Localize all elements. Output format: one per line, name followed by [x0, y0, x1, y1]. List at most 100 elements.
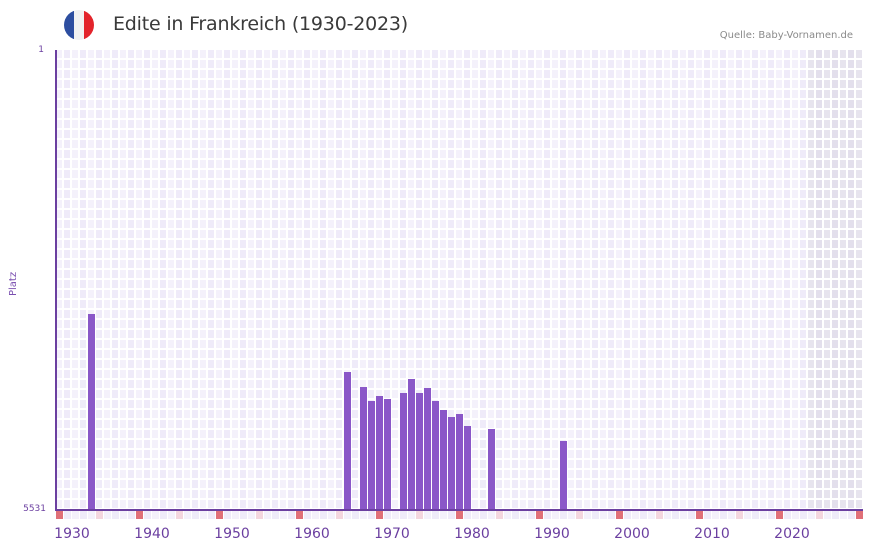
bar-1970[interactable] — [376, 395, 383, 510]
grid-cell — [536, 370, 542, 378]
grid-cell — [248, 60, 254, 68]
grid-cell — [752, 160, 758, 168]
grid-cell — [472, 240, 478, 248]
year-marker — [616, 511, 623, 519]
grid-cell — [168, 80, 174, 88]
bar-1978[interactable] — [440, 409, 447, 510]
grid-cell — [72, 140, 78, 148]
grid-cell — [184, 280, 190, 288]
bar-1984[interactable] — [488, 428, 495, 510]
grid-cell — [168, 200, 174, 208]
grid-cell — [192, 240, 198, 248]
grid-cell — [528, 370, 534, 378]
grid-cell — [584, 120, 590, 128]
grid-cell — [608, 400, 614, 408]
grid-cell — [488, 180, 494, 188]
grid-cell — [256, 340, 262, 348]
bar-1979[interactable] — [448, 417, 455, 510]
grid-cell — [216, 310, 222, 318]
grid-cell — [640, 440, 646, 448]
grid-cell — [376, 140, 382, 148]
grid-cell — [592, 170, 598, 178]
grid-cell — [280, 180, 286, 188]
grid-cell — [344, 340, 350, 348]
grid-cell — [296, 300, 302, 308]
grid-cell — [568, 180, 574, 188]
grid-cell — [712, 380, 718, 388]
grid-cell — [432, 330, 438, 338]
bar-1974[interactable] — [408, 378, 415, 510]
grid-cell — [800, 110, 806, 118]
grid-cell — [808, 330, 814, 338]
grid-cell — [480, 140, 486, 148]
grid-cell — [800, 70, 806, 78]
grid-cell — [384, 350, 390, 358]
grid-cell — [176, 480, 182, 488]
grid-cell — [128, 170, 134, 178]
grid-cell — [480, 460, 486, 468]
grid-cell — [696, 410, 702, 418]
grid-cell — [464, 60, 470, 68]
grid-cell — [672, 350, 678, 358]
grid-cell — [144, 140, 150, 148]
grid-cell — [496, 190, 502, 198]
grid-cell — [112, 220, 118, 228]
grid-cell — [104, 390, 110, 398]
bar-1981[interactable] — [464, 425, 471, 510]
bar-1934[interactable] — [88, 313, 95, 510]
grid-cell — [592, 480, 598, 488]
grid-cell — [400, 200, 406, 208]
grid-cell — [704, 140, 710, 148]
grid-cell — [472, 340, 478, 348]
bar-1993[interactable] — [560, 440, 567, 510]
grid-cell — [400, 140, 406, 148]
grid-cell — [816, 370, 822, 378]
grid-cell — [296, 170, 302, 178]
grid-cell — [648, 300, 654, 308]
grid-cell — [744, 100, 750, 108]
grid-cell — [560, 420, 566, 428]
grid-cell — [728, 240, 734, 248]
grid-cell — [144, 260, 150, 268]
grid-cell — [224, 350, 230, 358]
grid-cell — [64, 500, 70, 508]
grid-cell — [512, 300, 518, 308]
grid-cell — [344, 90, 350, 98]
grid-cell — [232, 500, 238, 508]
grid-cell — [320, 330, 326, 338]
grid-cell — [320, 220, 326, 228]
grid-cell — [728, 470, 734, 478]
grid-cell — [576, 180, 582, 188]
grid-cell — [312, 260, 318, 268]
grid-cell — [672, 460, 678, 468]
grid-cell — [536, 190, 542, 198]
year-marker — [144, 511, 151, 519]
grid-cell — [776, 360, 782, 368]
grid-cell — [624, 210, 630, 218]
grid-cell — [376, 250, 382, 258]
bar-1980[interactable] — [456, 414, 463, 510]
grid-cell — [528, 50, 534, 58]
bar-1977[interactable] — [432, 400, 439, 510]
grid-cell — [280, 340, 286, 348]
bar-1971[interactable] — [384, 398, 391, 510]
grid-cell — [216, 120, 222, 128]
bar-1969[interactable] — [368, 400, 375, 510]
x-tick-label: 2000 — [614, 526, 650, 542]
grid-cell — [816, 420, 822, 428]
bar-1968[interactable] — [360, 386, 367, 510]
bar-1966[interactable] — [344, 371, 351, 510]
grid-cell — [584, 220, 590, 228]
grid-cell — [624, 500, 630, 508]
year-marker — [216, 511, 223, 519]
bar-1976[interactable] — [424, 387, 431, 510]
grid-cell — [528, 360, 534, 368]
grid-cell — [848, 240, 854, 248]
bar-1975[interactable] — [416, 392, 423, 510]
grid-cell — [472, 230, 478, 238]
bar-1973[interactable] — [400, 392, 407, 510]
grid-cell — [112, 200, 118, 208]
grid-cell — [176, 260, 182, 268]
grid-cell — [552, 380, 558, 388]
grid-cell — [160, 280, 166, 288]
